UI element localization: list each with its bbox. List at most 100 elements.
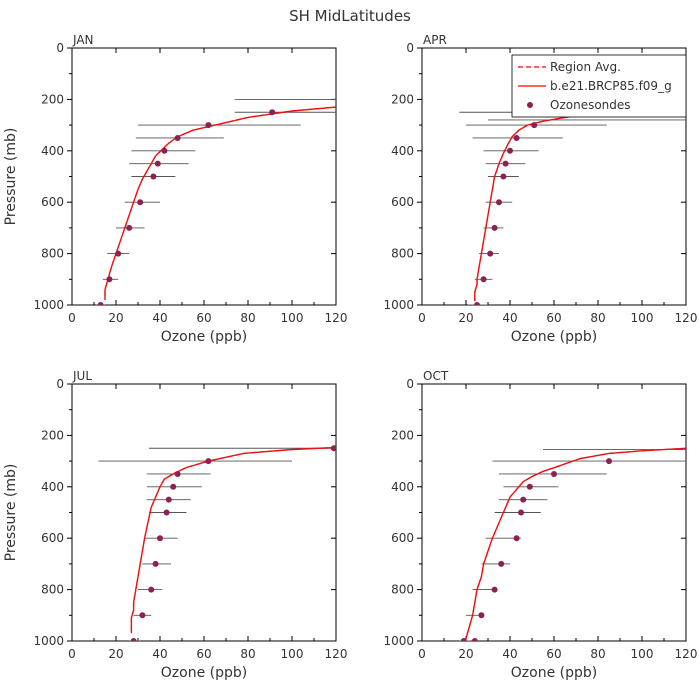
sonde-point	[471, 638, 478, 641]
sonde-point	[478, 612, 485, 619]
x-tick-label: 0	[418, 311, 426, 325]
x-tick-label: 80	[590, 647, 605, 661]
sonde-point	[487, 250, 494, 257]
y-tick-label: 800	[391, 247, 414, 261]
x-tick-label: 60	[546, 647, 561, 661]
sonde-point	[157, 535, 163, 542]
panel-jan: JAN 0 20 40 60 80 100 120 0 200 400 600 800 1000 Ozone…	[3, 33, 347, 345]
panel-title: JAN	[72, 33, 94, 47]
y-axis-label: Pressure (mb)	[3, 128, 19, 226]
sonde-point	[115, 250, 122, 257]
y-tick-label: 1000	[33, 634, 64, 648]
x-tick-label: 80	[590, 311, 605, 325]
legend-label: Region Avg.	[550, 60, 621, 74]
x-tick-label: 20	[458, 647, 473, 661]
y-tick-label: 600	[41, 195, 64, 209]
plot-area	[98, 445, 336, 641]
sonde-point	[606, 458, 612, 465]
x-tick-label: 20	[108, 647, 123, 661]
x-axis-label: Ozone (ppb)	[511, 329, 597, 345]
y-tick-label: 800	[391, 583, 414, 597]
x-tick-label: 40	[152, 647, 167, 661]
sonde-point	[139, 612, 146, 619]
sonde-point	[513, 134, 520, 141]
sonde-point	[269, 109, 276, 116]
sonde-point	[97, 302, 104, 305]
x-tick-label: 80	[240, 311, 255, 325]
sonde-point	[330, 445, 336, 452]
model-line	[474, 102, 686, 302]
sonde-point	[507, 147, 513, 154]
sonde-point	[460, 638, 467, 641]
panel-apr: APR 0 20 40 60 80 100 120 0 200 400 600 800 1000 Ozone…	[383, 33, 697, 345]
x-tick-label: 40	[502, 311, 517, 325]
sonde-point	[174, 134, 181, 141]
x-tick-label: 120	[675, 311, 698, 325]
x-axis-label: Ozone (ppb)	[161, 329, 247, 345]
panel-title: JUL	[72, 369, 92, 383]
figure-title: SH MidLatitudes	[289, 7, 411, 25]
sonde-point	[154, 160, 161, 167]
x-tick-label: 20	[458, 311, 473, 325]
x-axis-label: Ozone (ppb)	[511, 665, 597, 681]
sonde-point	[498, 560, 505, 567]
y-tick-label: 600	[391, 531, 414, 545]
plot-area	[459, 102, 686, 305]
y-tick-label: 400	[41, 480, 64, 494]
model-line	[130, 446, 336, 634]
x-tick-label: 120	[325, 311, 348, 325]
sonde-point	[205, 122, 212, 129]
plot-area	[96, 98, 336, 305]
sonde-point	[518, 509, 524, 516]
x-tick-label: 120	[675, 647, 698, 661]
y-tick-label: 1000	[383, 634, 414, 648]
y-tick-label: 200	[41, 428, 64, 442]
y-tick-label: 800	[41, 583, 64, 597]
x-tick-label: 100	[631, 311, 654, 325]
sonde-point	[491, 224, 498, 231]
x-tick-label: 60	[196, 311, 211, 325]
sonde-point	[491, 586, 498, 593]
y-tick-label: 400	[41, 144, 64, 158]
plot-area	[459, 447, 686, 641]
model-line	[465, 447, 686, 639]
sonde-point	[137, 199, 144, 206]
y-tick-label: 200	[391, 92, 414, 106]
y-tick-label: 400	[391, 480, 414, 494]
plot-frame	[421, 383, 687, 642]
legend-label: Ozonesondes	[550, 98, 631, 112]
x-tick-label: 120	[325, 647, 348, 661]
sonde-point	[480, 276, 487, 283]
x-tick-label: 40	[502, 647, 517, 661]
sonde-point	[148, 586, 155, 593]
x-axis-label: Ozone (ppb)	[161, 665, 247, 681]
x-tick-label: 60	[546, 311, 561, 325]
model-line	[104, 106, 336, 300]
y-tick-label: 1000	[33, 298, 64, 312]
y-tick-label: 0	[56, 377, 64, 391]
x-tick-label: 0	[68, 647, 76, 661]
y-tick-label: 0	[56, 41, 64, 55]
region-avg-line	[130, 446, 336, 634]
x-tick-label: 60	[196, 647, 211, 661]
x-tick-label: 20	[108, 311, 123, 325]
x-tick-label: 40	[152, 311, 167, 325]
y-tick-label: 200	[41, 92, 64, 106]
x-tick-label: 100	[281, 647, 304, 661]
x-tick-label: 0	[418, 647, 426, 661]
sonde-point	[126, 224, 133, 231]
y-tick-label: 0	[406, 41, 414, 55]
y-tick-label: 1000	[383, 298, 414, 312]
sonde-point	[174, 470, 181, 477]
sonde-point	[551, 470, 557, 477]
y-tick-label: 600	[391, 195, 414, 209]
x-tick-label: 100	[631, 647, 654, 661]
sonde-point	[531, 122, 538, 129]
y-tick-label: 400	[391, 144, 414, 158]
sonde-point	[130, 638, 137, 641]
sonde-point	[106, 276, 113, 283]
sonde-point	[500, 173, 507, 180]
legend-label: b.e21.BRCP85.f09_g	[550, 79, 672, 93]
panel-oct: OCT 0 20 40 60 80 100 120 0 200 400 600 800 1000 Ozone…	[383, 369, 697, 681]
